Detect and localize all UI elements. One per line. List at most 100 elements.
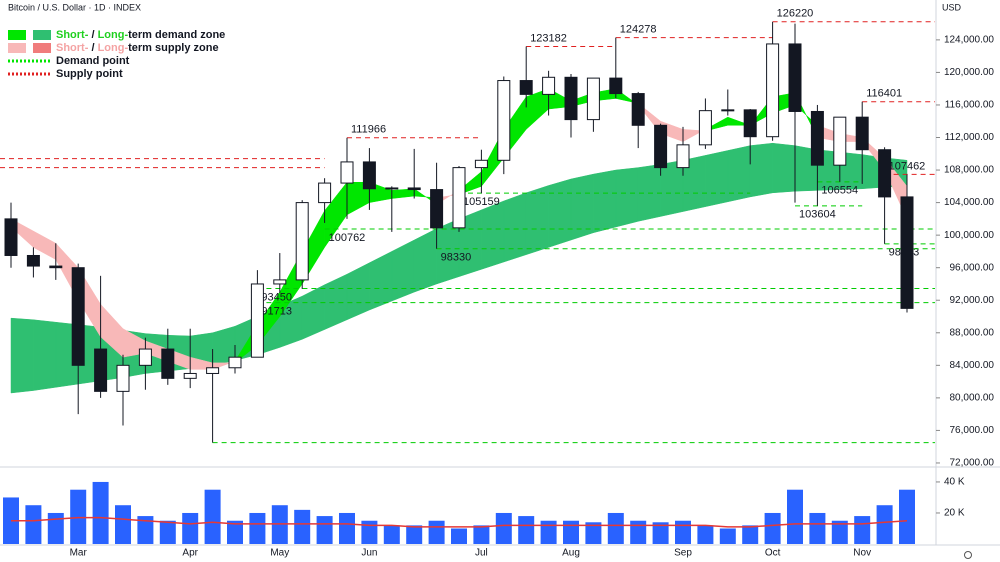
long-band — [660, 159, 684, 217]
candle-body — [273, 279, 287, 285]
legend-label: Demand point — [56, 55, 130, 67]
long-band — [503, 192, 527, 263]
long-band — [413, 228, 437, 293]
level-label: 124278 — [620, 24, 657, 36]
candle-body — [564, 76, 578, 121]
level-label: 126220 — [777, 8, 814, 20]
legend-text: term supply zone — [128, 42, 218, 54]
candle-body — [206, 367, 220, 374]
volume-bar — [182, 512, 199, 544]
volume-bar — [540, 520, 557, 544]
legend-text: Supply point — [56, 68, 123, 80]
legend-text: / — [88, 42, 97, 54]
candle-body — [340, 161, 354, 184]
y-tick-label: 124,000.00 — [944, 35, 994, 46]
long-band — [570, 173, 594, 241]
legend-swatch — [33, 30, 51, 40]
volume-bar — [227, 520, 243, 544]
plot: 126220 124278 123182 116401 111966 107462 1065… — [0, 8, 935, 544]
chart-title: Bitcoin / U.S. Dollar · 1D · INDEX — [8, 2, 141, 12]
candle-body — [497, 80, 511, 161]
candle-body — [71, 267, 85, 366]
candle-body — [900, 196, 914, 309]
volume-bar — [92, 481, 109, 544]
volume-bar — [406, 525, 423, 544]
volume-bar — [361, 520, 378, 544]
y-tick-label: 84,000.00 — [950, 360, 995, 371]
long-band — [705, 150, 729, 207]
volume-bar — [563, 520, 579, 544]
candle-body — [676, 144, 690, 169]
x-tick-label: Apr — [182, 548, 198, 559]
y-tick-label: 112,000.00 — [945, 132, 995, 143]
y-tick-label: 72,000.00 — [950, 458, 995, 469]
candle-body — [698, 110, 712, 146]
candle-body — [833, 116, 847, 166]
candle-body — [430, 189, 444, 229]
candle-body — [810, 110, 824, 166]
volume-bar — [495, 512, 512, 544]
volume-bar — [607, 512, 624, 544]
volume-bar — [383, 525, 400, 544]
candle-body — [788, 43, 802, 112]
x-tick-label: Jul — [475, 548, 488, 559]
settings-icon[interactable] — [964, 551, 972, 559]
volume-bar — [899, 489, 915, 544]
volume-bar — [585, 522, 602, 544]
volume-bar — [339, 512, 355, 544]
candle-body — [654, 124, 668, 169]
candle-body — [452, 167, 466, 229]
legend-text: Short- — [56, 29, 89, 41]
volume-bar — [47, 512, 64, 544]
y-tick-label: 116,000.00 — [945, 100, 995, 111]
volume-tick-label: 20 K — [944, 508, 965, 519]
long-band — [772, 142, 796, 194]
candle-body — [4, 218, 18, 256]
volume-bar — [115, 505, 131, 544]
level-label: 107462 — [889, 160, 926, 172]
legend-text: Demand point — [56, 55, 130, 67]
legend-text: / — [88, 29, 97, 41]
volume-bar — [518, 516, 535, 544]
candle-body — [161, 348, 175, 379]
x-tick-label: Mar — [70, 548, 88, 559]
candle-body — [295, 202, 309, 281]
candle-body — [586, 77, 600, 121]
level-label: 100762 — [329, 232, 366, 244]
volume-bar — [787, 489, 803, 544]
candle-body — [878, 149, 892, 198]
long-band — [481, 200, 505, 270]
y-tick-label: 108,000.00 — [944, 165, 994, 176]
legend-label: Short- / Long-term demand zone — [56, 29, 225, 41]
volume-bar — [831, 520, 848, 544]
candle-body — [138, 348, 152, 366]
candle-body — [766, 43, 780, 138]
level-label: 116401 — [866, 88, 902, 100]
legend-label: Short- / Long-term supply zone — [56, 42, 219, 54]
legend-swatch — [33, 43, 51, 53]
level-label: 123182 — [530, 32, 567, 44]
x-tick-label: Sep — [674, 548, 692, 559]
level-label: 106554 — [821, 185, 858, 197]
x-tick-label: Aug — [562, 548, 580, 559]
y-tick-label: 104,000.00 — [944, 197, 994, 208]
candle-body — [94, 348, 108, 392]
x-tick-label: May — [270, 548, 289, 559]
level-label: 91713 — [261, 305, 292, 317]
volume-bar — [697, 525, 714, 544]
candle-body — [743, 109, 757, 138]
y-tick-label: 92,000.00 — [950, 295, 995, 306]
volume-bar — [675, 520, 691, 544]
volume-bar — [854, 516, 871, 544]
long-band — [33, 319, 57, 391]
level-label: 103604 — [799, 209, 836, 221]
long-band — [10, 317, 34, 394]
volume-bar — [70, 489, 87, 544]
candle-body — [721, 109, 735, 112]
candle-body — [26, 254, 40, 267]
volume-bar — [719, 528, 736, 544]
level-label: 93450 — [261, 291, 292, 303]
candle-body — [318, 182, 332, 204]
candle-body — [519, 80, 533, 95]
